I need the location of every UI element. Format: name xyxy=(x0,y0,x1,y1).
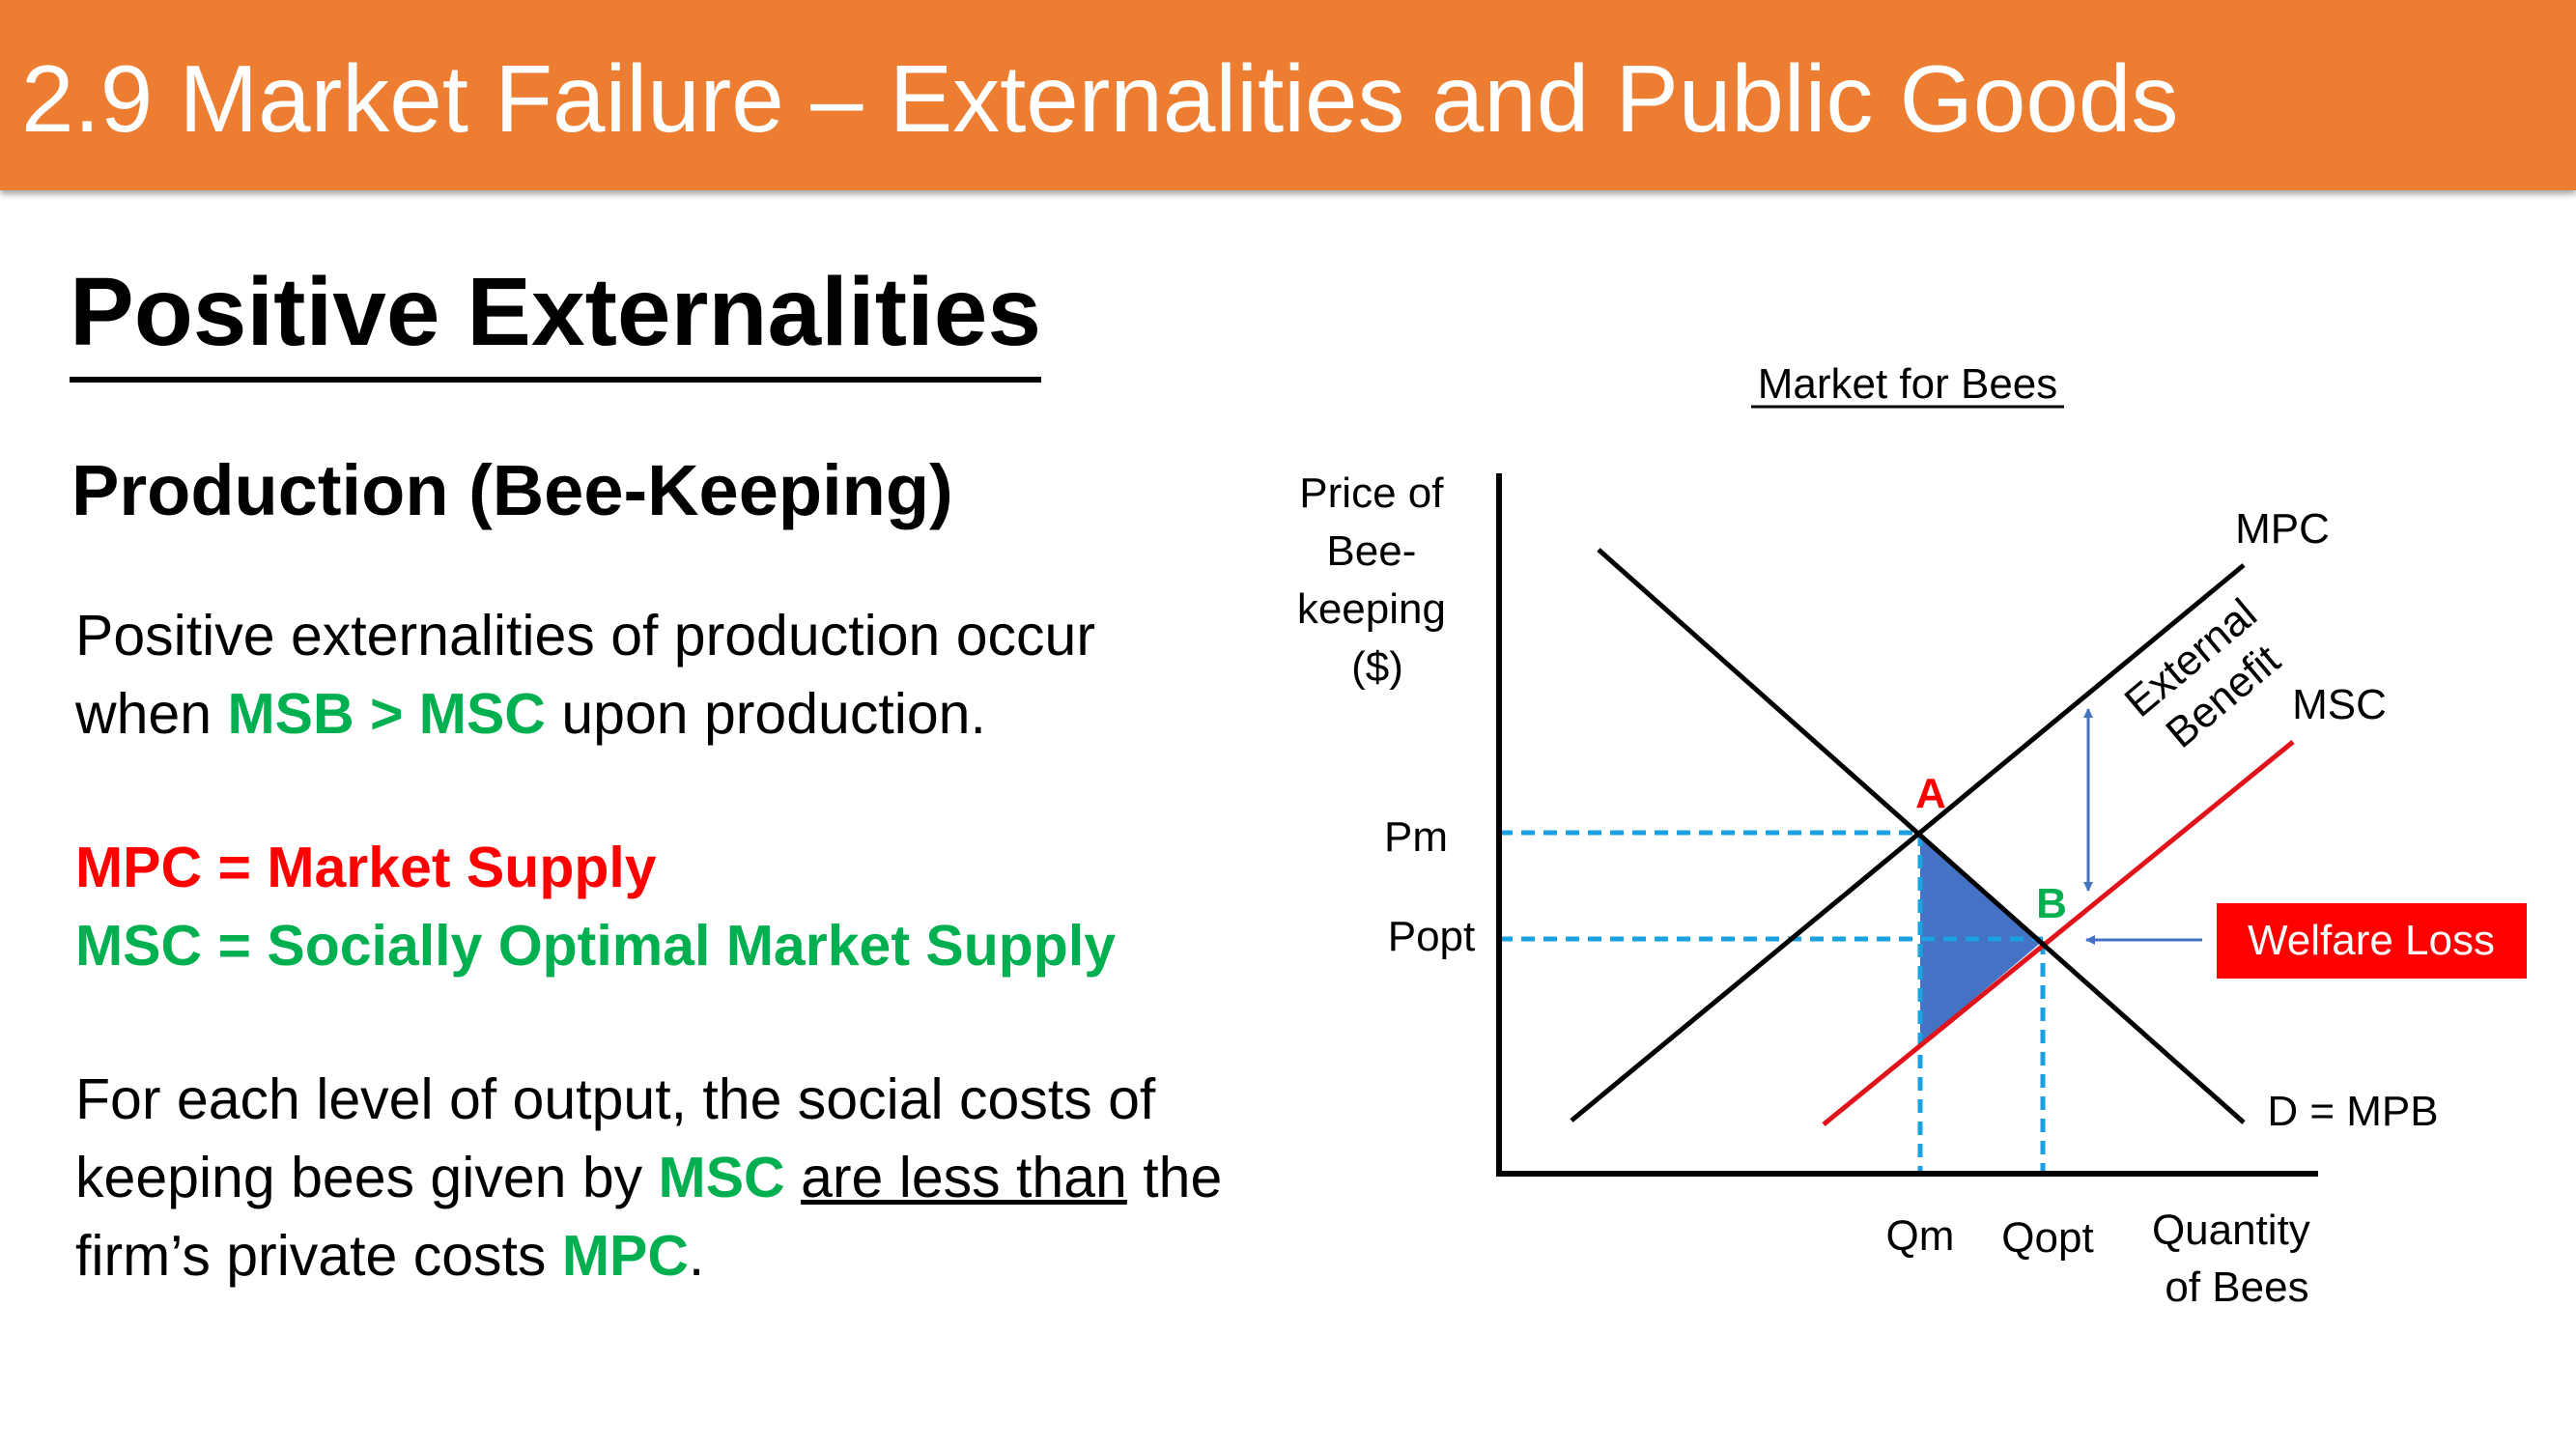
external-benefit-label: External Benefit xyxy=(2116,590,2289,757)
slide-title: 2.9 Market Failure – Externalities and P… xyxy=(21,45,2179,152)
paragraph-line: Positive externalities of production occ… xyxy=(75,604,1095,668)
y-axis-label: Price of Bee- keeping ($) xyxy=(1297,469,1458,691)
section-heading: Positive Externalities xyxy=(70,249,1042,383)
msc-definition: MSC = Socially Optimal Market Supply xyxy=(75,914,1117,978)
msb-msc-emphasis: MSB > MSC xyxy=(227,682,546,746)
demand-curve-label: D = MPB xyxy=(2267,1088,2438,1135)
paragraph-social-costs: For each level of output, the social cos… xyxy=(75,1061,1222,1295)
mpc-definition: MPC = Market Supply xyxy=(75,836,657,899)
text-run: . xyxy=(688,1224,705,1288)
text-run: keeping bees given by xyxy=(75,1146,659,1209)
paragraph-line: when MSB > MSC upon production. xyxy=(75,675,1095,753)
chart-title: Market for Bees xyxy=(1758,360,2058,408)
point-a-label: A xyxy=(1915,770,1946,817)
text-run: upon production. xyxy=(545,682,986,746)
mpc-curve xyxy=(1570,563,2246,1122)
text-run: the xyxy=(1126,1146,1223,1209)
paragraph-msb-msc: Positive externalities of production occ… xyxy=(75,597,1095,753)
mpc-emphasis: MPC xyxy=(561,1224,689,1288)
demand-mpb-curve xyxy=(1597,548,2246,1124)
title-bar: 2.9 Market Failure – Externalities and P… xyxy=(0,0,2576,190)
definitions: MPC = Market Supply MSC = Socially Optim… xyxy=(75,829,1116,985)
msc-emphasis: MSC xyxy=(658,1146,785,1209)
mpc-curve-label: MPC xyxy=(2235,505,2330,553)
popt-label: Popt xyxy=(1388,913,1476,960)
welfare-loss-label: Welfare Loss xyxy=(2248,917,2495,964)
welfare-loss-box xyxy=(2217,903,2527,979)
sub-heading: Production (Bee-Keeping) xyxy=(71,450,953,530)
pm-label: Pm xyxy=(1384,813,1448,861)
less-than-underlined: are less than xyxy=(801,1146,1127,1209)
paragraph-line: keeping bees given by MSC are less than … xyxy=(75,1139,1222,1217)
text-run: firm’s private costs xyxy=(75,1224,562,1288)
msc-curve xyxy=(1822,740,2295,1126)
paragraph-line: For each level of output, the social cos… xyxy=(75,1067,1156,1131)
msc-curve-label: MSC xyxy=(2292,681,2387,728)
welfare-loss-area xyxy=(1920,833,2043,1044)
x-axis-label: Quantity of Bees xyxy=(2152,1207,2322,1311)
qopt-label: Qopt xyxy=(2001,1214,2093,1262)
point-b-label: B xyxy=(2036,880,2067,927)
text-run: when xyxy=(75,682,228,746)
paragraph-line: firm’s private costs MPC. xyxy=(75,1217,1222,1295)
qm-label: Qm xyxy=(1886,1212,1955,1260)
